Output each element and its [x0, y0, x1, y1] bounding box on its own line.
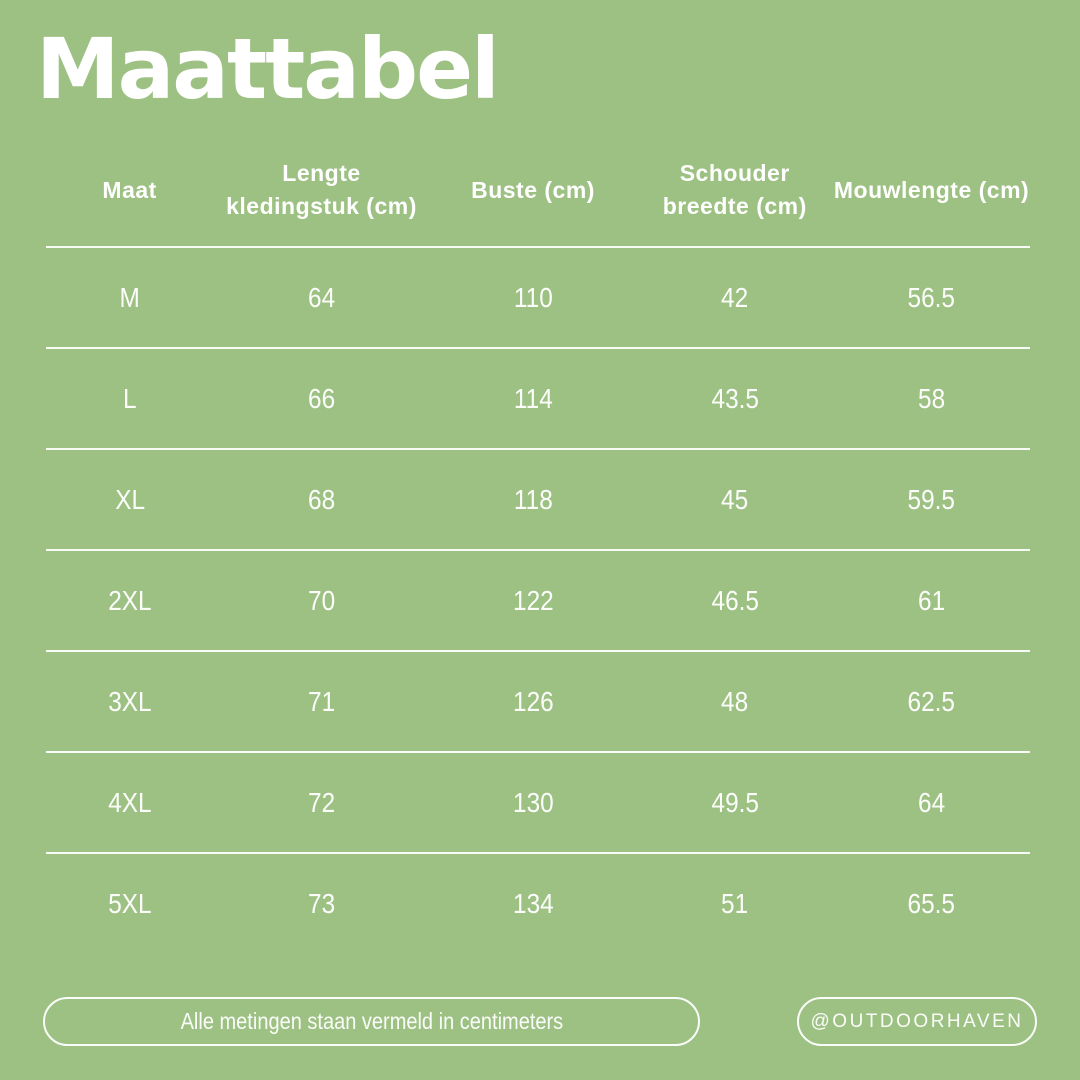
- table-row-4xl: 4XL 72 130 49.5 64: [46, 751, 1030, 852]
- cell-value: 4XL: [107, 786, 152, 818]
- table-cell: 56.5: [833, 282, 1030, 314]
- table-row-3xl: 3XL 71 126 48 62.5: [46, 650, 1030, 751]
- table-cell: 48: [636, 686, 833, 718]
- cell-value: 73: [307, 887, 336, 919]
- cell-value: 45: [721, 483, 749, 515]
- cell-value: 3XL: [107, 685, 152, 717]
- table-row-l: L 66 114 43.5 58: [46, 347, 1030, 448]
- cell-value: 56.5: [907, 281, 956, 313]
- cell-value: 61: [917, 584, 946, 616]
- column-header-schouder-breedte: Schouder breedte (cm): [662, 160, 807, 219]
- size-table: Maat Lengte kledingstuk (cm) Buste (cm) …: [46, 140, 1030, 953]
- table-row-xl: XL 68 118 45 59.5: [46, 448, 1030, 549]
- table-cell: 66: [213, 383, 429, 415]
- cell-value: 2XL: [107, 584, 152, 616]
- cell-value: 48: [721, 685, 749, 717]
- cell-value: M: [119, 281, 140, 313]
- brand-handle-text: @OUTDOORHAVEN: [810, 1010, 1024, 1032]
- table-cell: M: [46, 282, 213, 314]
- table-cell: 2XL: [46, 585, 213, 617]
- footer: Alle metingen staan vermeld in centimete…: [43, 997, 1037, 1046]
- table-cell: 3XL: [46, 686, 213, 718]
- cell-value: 62.5: [907, 685, 956, 717]
- table-row-5xl: 5XL 73 134 51 65.5: [46, 852, 1030, 953]
- cell-value: 130: [512, 786, 554, 818]
- cell-value: L: [122, 382, 137, 414]
- cell-value: 64: [307, 281, 336, 313]
- table-cell: 71: [213, 686, 429, 718]
- table-cell: 42: [636, 282, 833, 314]
- table-cell: 49.5: [636, 787, 833, 819]
- table-cell: 5XL: [46, 888, 213, 920]
- table-cell: 58: [833, 383, 1030, 415]
- table-cell: 64: [213, 282, 429, 314]
- table-cell: 118: [430, 484, 637, 516]
- cell-value: 64: [917, 786, 946, 818]
- cell-value: 118: [513, 483, 553, 515]
- cell-value: 71: [307, 685, 336, 717]
- page-title: Maattabel: [36, 20, 500, 118]
- cell-value: 46.5: [711, 584, 759, 616]
- table-cell: 62.5: [833, 686, 1030, 718]
- table-header-row: Maat Lengte kledingstuk (cm) Buste (cm) …: [46, 140, 1030, 246]
- table-cell: 110: [430, 282, 637, 314]
- brand-handle-badge: @OUTDOORHAVEN: [797, 997, 1037, 1046]
- cell-value: 43.5: [711, 382, 759, 414]
- column-header-mouwlengte: Mouwlengte (cm): [833, 176, 1030, 203]
- table-cell: 4XL: [46, 787, 213, 819]
- table-cell: 70: [213, 585, 429, 617]
- table-cell: XL: [46, 484, 213, 516]
- cell-value: 59.5: [907, 483, 956, 515]
- table-cell: 51: [636, 888, 833, 920]
- table-cell: 134: [430, 888, 637, 920]
- cell-value: 58: [917, 382, 946, 414]
- table-cell: 114: [430, 383, 637, 415]
- cell-value: 66: [307, 382, 336, 414]
- cell-value: XL: [114, 483, 145, 515]
- cell-value: 49.5: [711, 786, 759, 818]
- cell-value: 68: [307, 483, 336, 515]
- cell-value: 51: [721, 887, 749, 919]
- table-cell: 43.5: [636, 383, 833, 415]
- measurement-note-badge: Alle metingen staan vermeld in centimete…: [43, 997, 700, 1046]
- cell-value: 114: [513, 382, 553, 414]
- cell-value: 5XL: [107, 887, 152, 919]
- cell-value: 42: [721, 281, 749, 313]
- table-cell: 64: [833, 787, 1030, 819]
- cell-value: 65.5: [907, 887, 956, 919]
- column-header-maat: Maat: [102, 176, 157, 203]
- table-cell: 130: [430, 787, 637, 819]
- column-header-lengte-kledingstuk: Lengte kledingstuk (cm): [226, 160, 417, 219]
- table-cell: 73: [213, 888, 429, 920]
- cell-value: 70: [307, 584, 336, 616]
- cell-value: 110: [513, 281, 553, 313]
- table-row-m: M 64 110 42 56.5: [46, 246, 1030, 347]
- table-cell: 68: [213, 484, 429, 516]
- cell-value: 122: [512, 584, 554, 616]
- table-cell: 122: [430, 585, 637, 617]
- table-cell: 45: [636, 484, 833, 516]
- table-cell: L: [46, 383, 213, 415]
- cell-value: 72: [307, 786, 336, 818]
- cell-value: 126: [512, 685, 554, 717]
- table-cell: 126: [430, 686, 637, 718]
- table-cell: 72: [213, 787, 429, 819]
- table-row-2xl: 2XL 70 122 46.5 61: [46, 549, 1030, 650]
- table-cell: 65.5: [833, 888, 1030, 920]
- table-cell: 46.5: [636, 585, 833, 617]
- column-header-buste: Buste (cm): [471, 176, 595, 203]
- measurement-note-text: Alle metingen staan vermeld in centimete…: [180, 1008, 563, 1034]
- cell-value: 134: [512, 887, 554, 919]
- table-cell: 61: [833, 585, 1030, 617]
- table-cell: 59.5: [833, 484, 1030, 516]
